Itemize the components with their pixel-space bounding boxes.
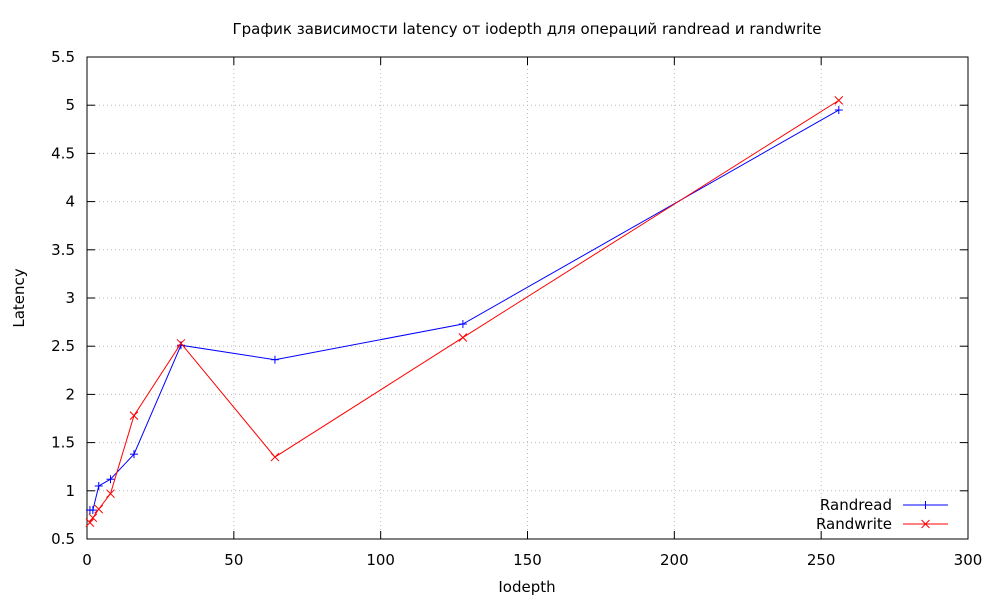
y-tick-label: 4 — [65, 193, 75, 211]
y-tick-label: 4.5 — [51, 144, 75, 162]
series-line-randread — [89, 109, 840, 511]
data-point-randwrite — [834, 96, 844, 105]
y-tick-label: 2.5 — [51, 337, 75, 355]
data-point-randread — [94, 481, 103, 490]
data-point-randwrite — [85, 518, 95, 527]
marker-stroke — [88, 513, 98, 523]
marker-stroke — [458, 333, 468, 342]
data-point-randread — [270, 355, 279, 364]
data-point-randwrite — [94, 504, 104, 514]
marker-stroke — [129, 411, 139, 420]
data-point-randread — [458, 320, 467, 329]
axis-ticks — [86, 56, 969, 540]
x-tick-label: 300 — [954, 551, 983, 569]
marker-stroke — [270, 452, 280, 462]
series-line-randwrite — [89, 99, 840, 523]
marker-stroke — [921, 519, 930, 529]
y-tick-label: 3 — [65, 289, 75, 307]
legend-label-randwrite: Randwrite — [816, 515, 892, 533]
grid-lines — [87, 57, 968, 539]
data-series — [85, 96, 844, 527]
data-point-randread — [834, 106, 843, 115]
x-tick-label: 200 — [660, 551, 689, 569]
data-point-randwrite — [88, 513, 98, 523]
marker-stroke — [106, 489, 115, 499]
data-point-randwrite — [106, 489, 115, 499]
marker-stroke — [85, 518, 95, 527]
data-point-randwrite — [458, 333, 468, 342]
chart-title: График зависимости latency от iodepth дл… — [232, 20, 821, 38]
data-point-randread — [88, 506, 97, 515]
data-point-randread — [106, 475, 115, 484]
legend-marker-randwrite — [921, 519, 930, 529]
y-tick-label: 2 — [65, 385, 75, 403]
y-axis-label: Latency — [10, 268, 28, 327]
y-tick-label: 5.5 — [51, 48, 75, 66]
x-tick-label: 150 — [513, 551, 542, 569]
x-tick-label: 250 — [807, 551, 836, 569]
y-tick-label: 3.5 — [51, 241, 75, 259]
marker-stroke — [834, 96, 844, 105]
marker-stroke — [94, 504, 104, 514]
data-point-randwrite — [270, 452, 280, 462]
x-axis-label: Iodepth — [498, 578, 555, 596]
data-point-randread — [129, 450, 138, 459]
x-tick-label: 100 — [366, 551, 395, 569]
data-point-randwrite — [176, 338, 186, 348]
marker-stroke — [176, 338, 186, 348]
data-point-randwrite — [129, 411, 139, 420]
y-tick-label: 0.5 — [51, 530, 75, 548]
axis-tick-labels: 0 50 100 150 200 250 300 0.5 1 1.5 2 2.5 3 3.5 4 4.5 5 5.… — [51, 48, 982, 569]
y-tick-label: 1.5 — [51, 434, 75, 452]
legend-label-randread: Randread — [820, 496, 892, 514]
x-tick-label: 0 — [82, 551, 92, 569]
x-tick-label: 50 — [224, 551, 243, 569]
legend-marker-randread — [921, 501, 930, 509]
y-tick-label: 5 — [65, 96, 75, 114]
y-tick-label: 1 — [65, 482, 75, 500]
